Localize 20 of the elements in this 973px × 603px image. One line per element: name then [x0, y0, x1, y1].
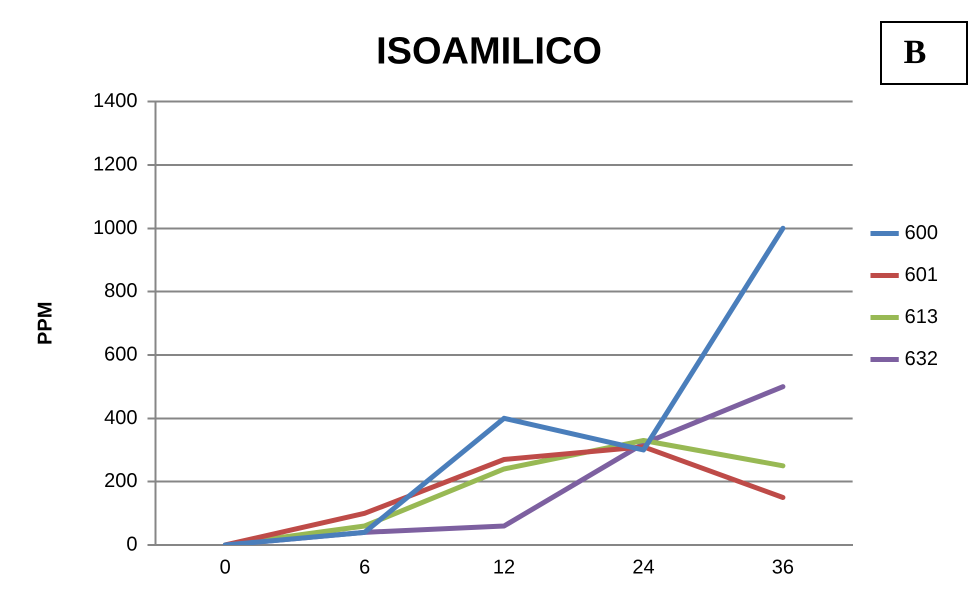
- y-tick-label: 800: [104, 280, 138, 302]
- y-tick-label: 0: [126, 534, 138, 556]
- y-tick-label: 600: [104, 343, 138, 366]
- x-tick-label: 24: [632, 556, 655, 579]
- y-tick-label: 200: [104, 470, 138, 492]
- legend-label: 601: [904, 264, 938, 286]
- text: B: [904, 34, 926, 71]
- chart-title: ISOAMILICO: [376, 30, 602, 72]
- x-tick-label: 12: [492, 556, 516, 579]
- y-tick-label: 1000: [92, 216, 138, 239]
- y-tick-label: 1400: [92, 90, 138, 112]
- y-tick-label: 400: [104, 406, 138, 429]
- x-tick-label: 0: [220, 556, 231, 579]
- x-tick-label: 6: [359, 556, 370, 579]
- legend-label: 600: [904, 222, 938, 244]
- legend-label: 613: [904, 306, 938, 328]
- legend-label: 632: [904, 348, 938, 370]
- x-tick-label: 36: [772, 556, 794, 579]
- y-axis-title: PPM: [34, 302, 57, 345]
- y-tick-label: 1200: [92, 153, 138, 176]
